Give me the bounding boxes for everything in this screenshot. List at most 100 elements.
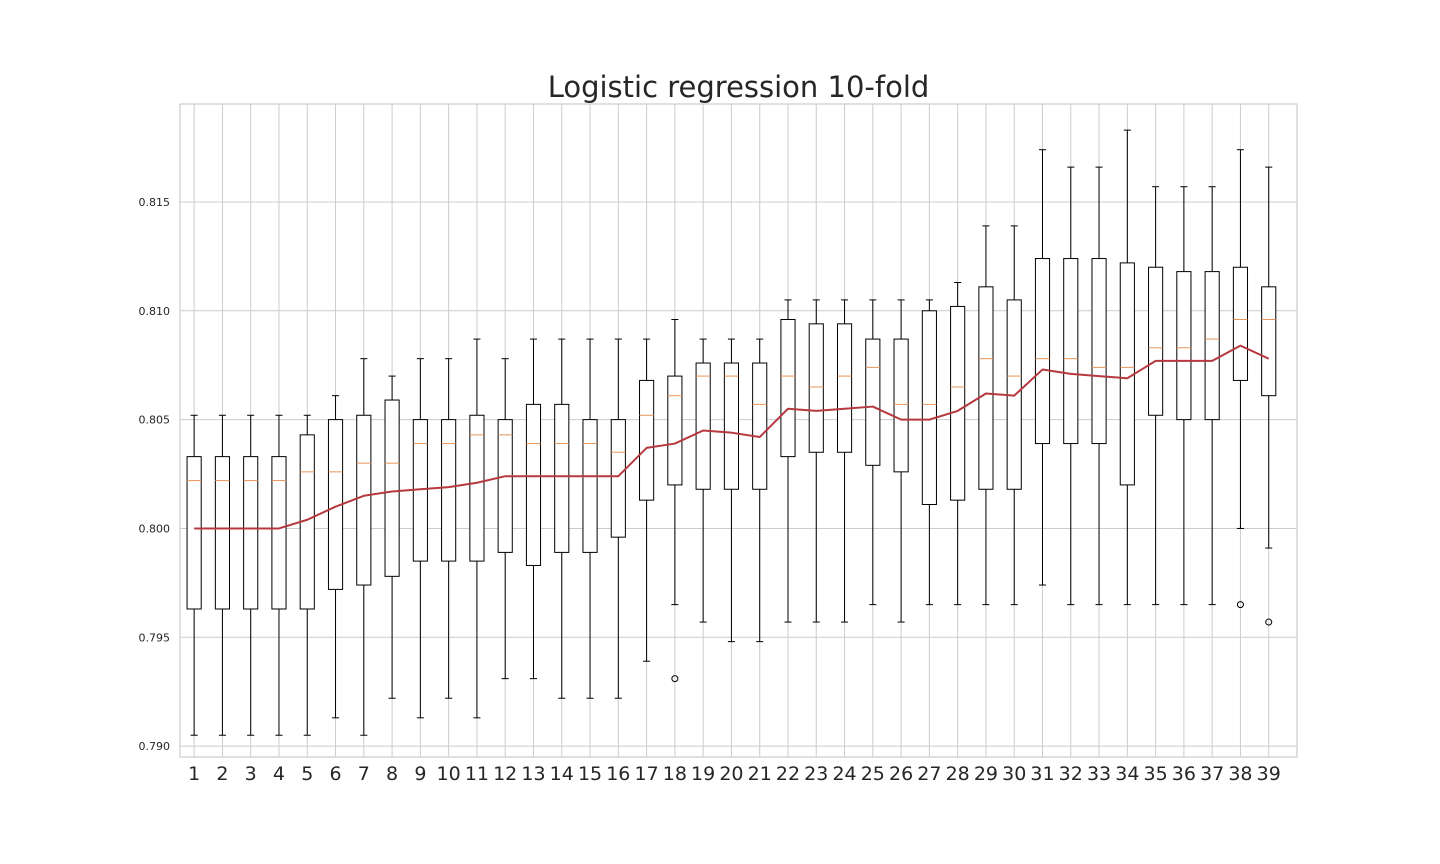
x-tick-label: 16 xyxy=(606,763,630,785)
box-group xyxy=(412,358,428,719)
box-iqr xyxy=(469,414,485,562)
x-tick-label: 12 xyxy=(493,763,517,785)
x-tick-label: 9 xyxy=(414,763,426,785)
y-tick-label: 0.800 xyxy=(139,522,171,535)
box-group xyxy=(497,358,513,680)
x-tick-label: 34 xyxy=(1115,763,1139,785)
box-iqr xyxy=(384,399,400,577)
box-iqr xyxy=(214,456,230,610)
box-group xyxy=(271,414,287,736)
box-group xyxy=(921,299,937,606)
box-iqr xyxy=(695,362,711,490)
x-tick-label: 31 xyxy=(1030,763,1054,785)
box-group xyxy=(1176,186,1192,606)
outlier-point xyxy=(671,675,679,683)
box-group xyxy=(214,414,230,736)
box-group xyxy=(978,225,994,606)
x-tick-label: 19 xyxy=(691,763,715,785)
box-iqr xyxy=(243,456,259,610)
box-iqr xyxy=(1091,258,1107,445)
x-tick-label: 24 xyxy=(832,763,856,785)
x-tick-label: 36 xyxy=(1172,763,1196,785)
box-iqr xyxy=(1261,286,1277,397)
y-tick-labels: 0.790 0.795 0.800 0.805 0.810 0.815 xyxy=(139,196,171,753)
box-group xyxy=(554,338,570,699)
x-tick-label: 28 xyxy=(946,763,970,785)
box-group xyxy=(186,414,202,736)
box-group xyxy=(582,338,598,699)
x-tick-label: 11 xyxy=(465,763,489,785)
box-iqr xyxy=(525,403,542,566)
box-group xyxy=(1091,166,1107,606)
box-group xyxy=(808,299,824,623)
box-group xyxy=(299,414,315,736)
box-group xyxy=(441,358,457,699)
box-iqr xyxy=(497,419,513,553)
plot-frame xyxy=(179,103,1298,758)
box-group xyxy=(327,395,344,719)
box-group xyxy=(1232,149,1249,609)
y-tick-label: 0.810 xyxy=(139,305,171,318)
box-group xyxy=(1063,166,1079,606)
box-iqr xyxy=(582,419,598,553)
box-group xyxy=(356,358,372,736)
x-tick-label: 33 xyxy=(1087,763,1111,785)
x-tick-label: 8 xyxy=(386,763,398,785)
box-group xyxy=(667,318,683,683)
box-iqr xyxy=(554,403,570,553)
box-group xyxy=(384,375,400,699)
x-tick-label: 4 xyxy=(273,763,285,785)
boxes xyxy=(186,129,1277,736)
x-tick-label: 17 xyxy=(635,763,659,785)
outlier-point xyxy=(1265,618,1273,626)
x-tick-labels: 1 2 3 4 5 6 7 8 9 10 11 12 13 14 15 16 17 18 19 20 21 22 23 24 2… xyxy=(188,763,1281,785)
box-iqr xyxy=(639,379,655,501)
box-iqr xyxy=(1063,258,1079,445)
x-tick-label: 10 xyxy=(437,763,461,785)
box-group xyxy=(695,338,711,623)
x-tick-label: 22 xyxy=(776,763,800,785)
outlier-point xyxy=(1236,601,1244,609)
box-iqr xyxy=(893,338,909,473)
x-tick-label: 18 xyxy=(663,763,687,785)
box-iqr xyxy=(441,419,457,562)
box-group xyxy=(1006,225,1022,606)
box-iqr xyxy=(1232,266,1249,381)
box-iqr xyxy=(610,419,626,538)
box-group xyxy=(1204,186,1220,606)
y-tick-label: 0.815 xyxy=(139,196,171,209)
chart-title: Logistic regression 10-fold xyxy=(547,70,930,104)
x-tick-label: 7 xyxy=(358,763,370,785)
y-tick-label: 0.805 xyxy=(139,414,171,427)
box-iqr xyxy=(836,323,853,453)
x-tick-label: 1 xyxy=(188,763,200,785)
box-iqr xyxy=(950,305,966,501)
box-iqr xyxy=(1034,258,1051,445)
box-iqr xyxy=(752,362,768,490)
box-group xyxy=(1261,166,1277,626)
box-group xyxy=(893,299,909,623)
box-group xyxy=(610,338,626,699)
box-iqr xyxy=(271,456,287,610)
y-tick-label: 0.795 xyxy=(139,631,171,644)
x-tick-label: 39 xyxy=(1257,763,1281,785)
x-tick-label: 27 xyxy=(917,763,941,785)
box-group xyxy=(752,338,768,643)
box-iqr xyxy=(865,338,881,466)
box-group xyxy=(525,338,542,680)
x-tick-label: 23 xyxy=(804,763,828,785)
y-tick-label: 0.790 xyxy=(139,740,171,753)
box-iqr xyxy=(356,414,372,586)
plot-area-frame xyxy=(179,103,1298,758)
box-iqr xyxy=(1204,271,1220,421)
x-tick-label: 14 xyxy=(550,763,574,785)
x-tick-label: 29 xyxy=(974,763,998,785)
mean-line xyxy=(194,344,1270,530)
box-group xyxy=(836,299,853,623)
x-tick-label: 20 xyxy=(719,763,743,785)
box-iqr xyxy=(186,456,202,610)
x-tick-label: 13 xyxy=(521,763,545,785)
x-tick-label: 15 xyxy=(578,763,602,785)
box-iqr xyxy=(723,362,740,490)
